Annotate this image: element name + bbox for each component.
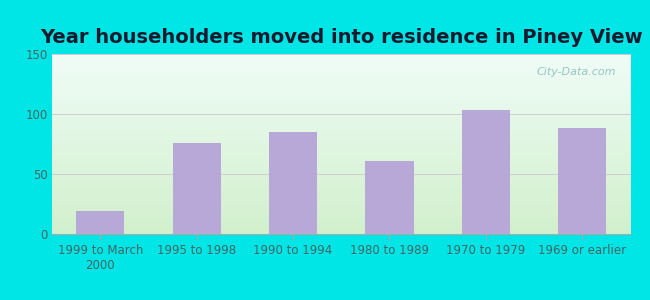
Bar	[462, 110, 510, 234]
Title: Year householders moved into residence in Piney View: Year householders moved into residence i…	[40, 28, 643, 47]
Bar	[558, 128, 606, 234]
Bar	[172, 143, 221, 234]
Text: City-Data.com: City-Data.com	[536, 67, 616, 76]
Bar	[365, 161, 413, 234]
Bar	[76, 211, 124, 234]
Bar	[269, 132, 317, 234]
